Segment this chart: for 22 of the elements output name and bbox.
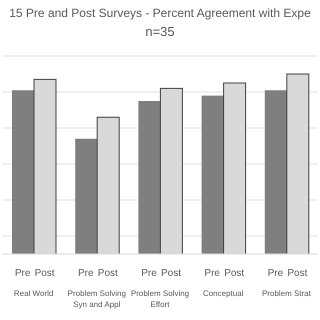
text: Pre: [141, 268, 157, 279]
text: Pre: [204, 268, 220, 279]
x-tick-label: Real World: [14, 289, 54, 298]
bar: [75, 138, 98, 254]
text: Post: [160, 268, 182, 279]
x-tick-label: Problem Solving Effort: [130, 289, 190, 309]
text: Pre: [78, 268, 94, 279]
series-label: Pre: [14, 268, 31, 279]
text: Post: [98, 268, 118, 279]
bar: [202, 96, 224, 254]
text: Post: [287, 268, 308, 279]
text: Pre: [268, 268, 284, 279]
chart-subtitle: n=35: [144, 24, 176, 39]
bar: [264, 90, 287, 254]
chart-title: 15 Pre and Post Surveys - Percent Agreement with Expe: [8, 6, 312, 20]
series-label: Post: [34, 268, 55, 279]
x-tick-label: Problem Strat: [262, 289, 312, 298]
x-tick-label: Conceptual: [202, 289, 244, 298]
bar: [138, 101, 160, 254]
bar: [12, 90, 34, 254]
text: Post: [224, 268, 244, 279]
x-tick-label: Problem Solving Syn and Appl: [68, 289, 126, 309]
